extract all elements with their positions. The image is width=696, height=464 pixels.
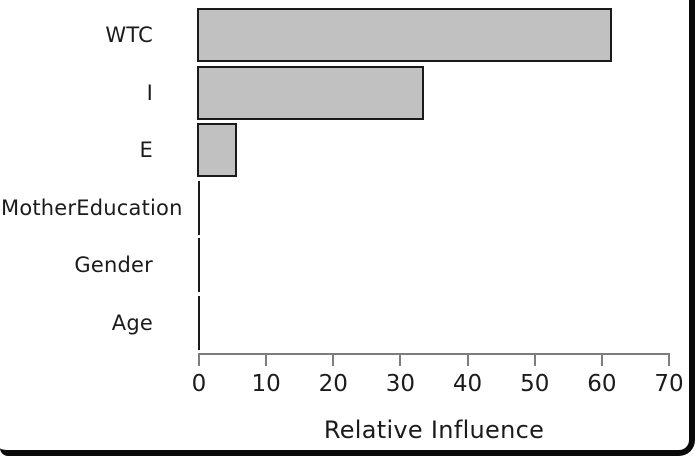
bar-i: [197, 65, 424, 120]
y-axis-label-wtc: WTC: [105, 23, 153, 47]
x-axis-tick-label-50: 50: [520, 371, 550, 397]
x-axis-tick-60: [600, 355, 603, 366]
x-axis-tick-10: [265, 355, 268, 366]
x-axis-tick-40: [466, 355, 469, 366]
bar-wtc: [197, 8, 612, 62]
x-axis-tick-20: [332, 355, 335, 366]
x-axis-tick-label-60: 60: [587, 371, 617, 397]
bar-mothereducation: [198, 180, 200, 235]
y-axis-label-gender: Gender: [74, 253, 153, 277]
x-axis-tick-label-30: 30: [385, 371, 416, 397]
x-axis-tick-0: [198, 355, 200, 366]
x-axis-tick-30: [399, 355, 402, 366]
y-axis-label-e: E: [139, 138, 153, 162]
y-axis-label-age: Age: [111, 310, 153, 335]
x-axis-tick-label-70: 70: [654, 371, 684, 397]
y-axis-label-i: I: [146, 80, 153, 105]
bar-gender: [198, 238, 200, 292]
x-axis-tick-label-0: 0: [191, 371, 207, 397]
x-axis-tick-label-20: 20: [318, 371, 348, 397]
x-axis-tick-label-40: 40: [452, 371, 483, 397]
x-axis-title: Relative Influence: [323, 416, 545, 444]
x-axis-tick-label-10: 10: [251, 371, 281, 397]
bar-age: [198, 295, 200, 350]
x-axis-tick-50: [533, 355, 536, 366]
x-axis-tick-70: [668, 355, 670, 366]
x-axis-line: [198, 353, 670, 355]
y-axis-label-mothereducation: MotherEducation: [1, 195, 183, 220]
bar-e: [197, 123, 238, 177]
